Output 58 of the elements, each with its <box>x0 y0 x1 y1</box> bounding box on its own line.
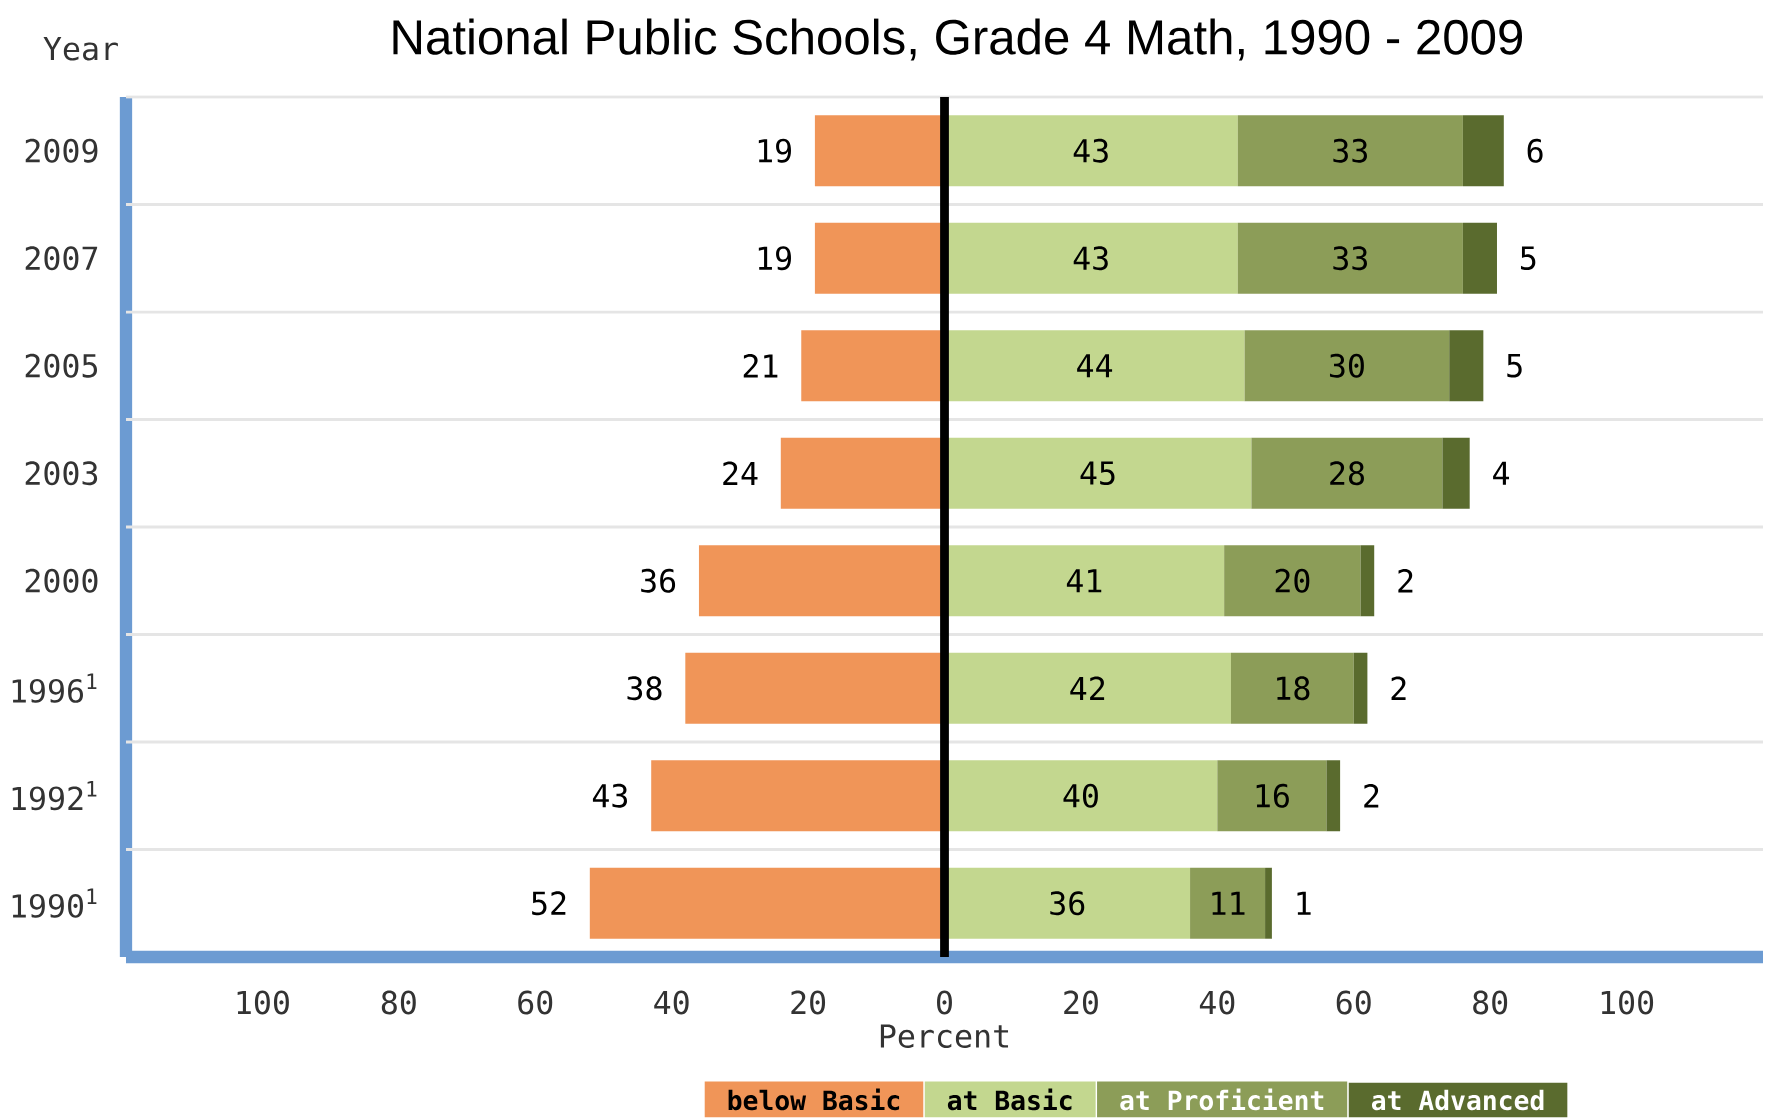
data-label: 44 <box>1077 354 1113 378</box>
data-label: 43 <box>592 783 628 808</box>
x-axis-title: Percent <box>880 1024 1009 1048</box>
chart-title: National Public Schools, Grade 4 Math, 1990 - 2009 <box>393 18 1523 61</box>
data-label: 52 <box>532 891 566 916</box>
data-label: 43 <box>1073 246 1108 271</box>
data-label: 20 <box>1275 568 1310 593</box>
data-label: 1 <box>1297 891 1311 915</box>
data-label: 21 <box>743 354 778 378</box>
text: below Basic <box>728 1088 900 1111</box>
data-label: 36 <box>1050 891 1085 916</box>
y-tick-label: 2009 <box>25 138 98 163</box>
x-tick-label: 100 <box>237 990 289 1015</box>
y-tick-label: 1992$^{1}$ <box>12 781 97 811</box>
data-label: 5 <box>1507 354 1522 378</box>
y-axis-title: Year <box>43 37 118 61</box>
data-label: 18 <box>1277 676 1310 701</box>
data-label: 24 <box>723 461 758 485</box>
data-label: 33 <box>1333 246 1367 271</box>
data-label: 30 <box>1329 353 1364 378</box>
x-tick-label: 80 <box>381 990 416 1015</box>
data-label: 11 <box>1212 891 1245 915</box>
data-label: 36 <box>641 568 676 593</box>
y-tick-label: 2003 <box>25 461 98 486</box>
data-label: 41 <box>1066 569 1102 593</box>
y-tick-label: 2000 <box>25 568 98 593</box>
x-tick-label: 40 <box>654 990 689 1015</box>
data-label: 42 <box>1070 676 1105 700</box>
data-label: 28 <box>1330 461 1364 486</box>
x-tick-label: 60 <box>1336 990 1371 1015</box>
data-label: 43 <box>1073 138 1108 163</box>
data-label: 19 <box>758 138 791 163</box>
data-label: 45 <box>1080 461 1115 485</box>
x-tick-label: 0 <box>937 990 952 1015</box>
data-label: 38 <box>627 676 662 701</box>
data-label: 2 <box>1398 569 1413 593</box>
text: at Proficient <box>1120 1088 1324 1111</box>
text: at Advanced <box>1371 1089 1544 1111</box>
data-label: 4 <box>1493 461 1510 485</box>
data-label: 19 <box>758 246 791 271</box>
data-label: 2 <box>1364 784 1379 808</box>
x-tick-label: 100 <box>1601 990 1654 1015</box>
data-label: 5 <box>1520 246 1536 270</box>
data-label: 40 <box>1063 783 1098 808</box>
y-tick-label: 2005 <box>25 353 98 378</box>
y-tick-label: 2007 <box>25 246 98 271</box>
y-tick-label: 1996$^{1}$ <box>12 673 97 703</box>
x-tick-label: 20 <box>1064 990 1098 1015</box>
y-tick-label: 1990$^{1}$ <box>12 888 97 918</box>
x-tick-label: 40 <box>1199 990 1235 1015</box>
data-label: 6 <box>1527 138 1543 163</box>
x-tick-label: 60 <box>518 990 553 1015</box>
data-label: 16 <box>1256 783 1289 808</box>
x-tick-label: 80 <box>1473 990 1508 1015</box>
data-label: 2 <box>1391 676 1406 700</box>
text: at Basic <box>947 1088 1072 1111</box>
data-label: 33 <box>1333 138 1367 163</box>
x-tick-label: 20 <box>791 990 826 1015</box>
